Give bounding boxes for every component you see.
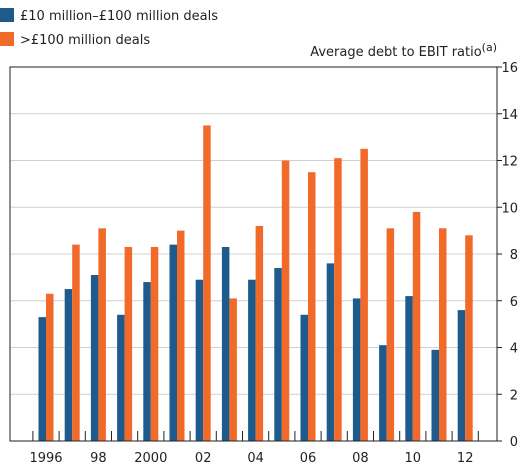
- y-tick-label: 4: [510, 342, 518, 357]
- bar: [90, 275, 99, 441]
- bar: [465, 235, 473, 441]
- bar: [117, 314, 125, 441]
- bar: [274, 268, 282, 441]
- x-tick-label: 02: [195, 451, 212, 466]
- legend-label: £10 million–£100 million deals: [20, 9, 218, 24]
- bar: [177, 230, 185, 441]
- legend-swatch: [0, 32, 14, 46]
- bar: [203, 125, 211, 441]
- x-tick-label: 10: [405, 451, 422, 466]
- bar: [326, 263, 335, 441]
- y-tick-label: 10: [501, 201, 518, 216]
- bar: [195, 279, 204, 441]
- bar: [308, 172, 316, 441]
- y-tick-label: 6: [510, 295, 518, 310]
- bar: [143, 282, 151, 441]
- bar: [169, 244, 177, 441]
- bar: [64, 289, 73, 441]
- x-tick-label: 04: [247, 451, 264, 466]
- x-tick-label: 06: [300, 451, 317, 466]
- y-tick-label: 0: [510, 435, 518, 450]
- bar: [248, 279, 256, 441]
- bar: [98, 228, 106, 441]
- bar: [221, 246, 230, 441]
- x-tick-label: 1996: [29, 451, 62, 466]
- y-tick-label: 14: [501, 108, 518, 123]
- bar: [72, 244, 80, 441]
- bar: [281, 160, 290, 441]
- x-tick-label: 12: [457, 451, 474, 466]
- bar: [405, 296, 413, 441]
- x-tick-label: 08: [352, 451, 369, 466]
- bar: [439, 228, 447, 441]
- legend-label: >£100 million deals: [20, 33, 150, 48]
- y-tick-label: 8: [510, 248, 518, 263]
- y-tick-label: 16: [501, 61, 518, 76]
- bar: [124, 246, 133, 441]
- bar: [255, 225, 264, 441]
- bar: [412, 211, 421, 441]
- bar: [300, 314, 308, 441]
- bar: [431, 349, 439, 441]
- bar: [334, 158, 342, 441]
- y-tick-label: 2: [510, 388, 518, 403]
- plot-frame: [9, 66, 498, 442]
- bar: [38, 317, 46, 441]
- bar: [386, 228, 395, 441]
- bar: [229, 298, 237, 441]
- y-axis-label: Average debt to EBIT ratio(a): [310, 41, 497, 60]
- bar: [457, 310, 466, 441]
- bar: [360, 148, 368, 441]
- y-tick-label: 12: [501, 155, 518, 170]
- legend-swatch: [0, 8, 14, 22]
- bar: [46, 293, 54, 441]
- bar: [379, 345, 387, 441]
- bar: [150, 246, 159, 441]
- x-tick-label: 98: [90, 451, 107, 466]
- bar: [352, 298, 361, 441]
- x-tick-label: 2000: [134, 451, 167, 466]
